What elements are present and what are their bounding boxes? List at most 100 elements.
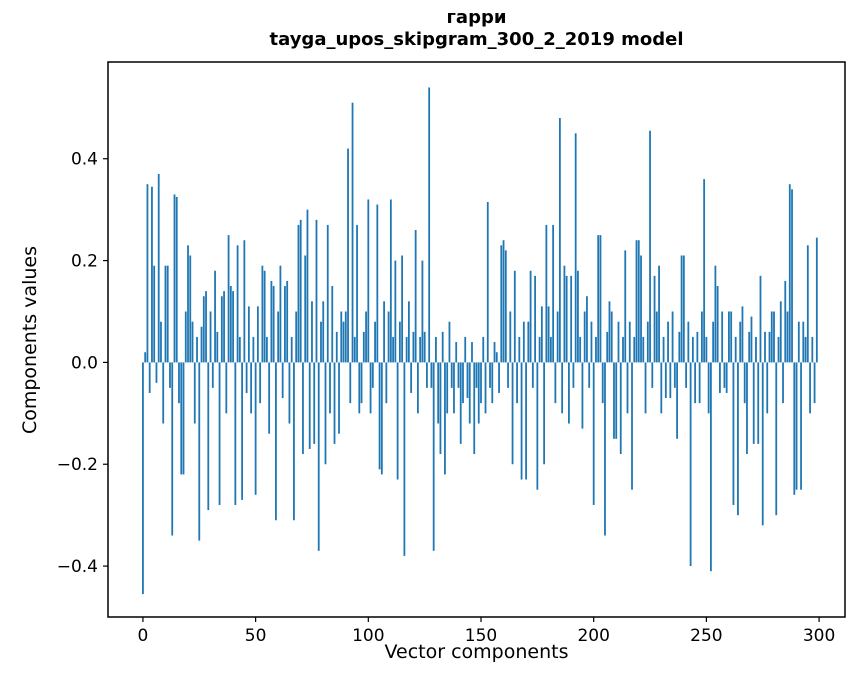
bar	[437, 362, 440, 424]
bar	[157, 174, 160, 363]
bar	[707, 362, 710, 414]
bar	[581, 362, 584, 429]
bar	[667, 321, 669, 363]
bar	[380, 362, 383, 475]
bar	[196, 336, 198, 363]
bar	[398, 321, 401, 363]
bar	[265, 336, 268, 363]
bar	[387, 311, 390, 363]
bar	[755, 336, 757, 363]
bar	[732, 362, 735, 505]
bar	[464, 336, 467, 363]
bar	[784, 280, 787, 363]
bar	[342, 321, 345, 363]
bar	[730, 311, 733, 363]
bar	[428, 87, 431, 363]
bar	[752, 362, 755, 444]
bar	[376, 204, 379, 363]
bar	[304, 255, 307, 363]
bar	[671, 311, 674, 363]
bar	[662, 336, 665, 363]
bar	[166, 265, 169, 363]
bar	[455, 342, 458, 363]
bar	[795, 362, 798, 490]
bar	[360, 362, 363, 404]
bar	[577, 270, 579, 363]
bar	[340, 311, 343, 363]
bar	[184, 311, 187, 363]
bar	[586, 296, 588, 363]
bar	[714, 265, 717, 363]
bar	[238, 336, 241, 363]
bar	[802, 321, 805, 363]
bar	[362, 331, 365, 363]
bar	[275, 362, 277, 521]
bar	[534, 275, 536, 363]
bar	[241, 362, 243, 500]
bar	[200, 326, 203, 363]
bar	[477, 362, 480, 424]
bar	[696, 331, 699, 363]
bar	[207, 362, 210, 511]
bar	[358, 362, 361, 414]
bar	[635, 240, 638, 363]
bar	[504, 250, 507, 363]
bar	[601, 362, 604, 404]
bar	[441, 331, 444, 363]
bar	[444, 362, 446, 475]
bar	[466, 362, 469, 399]
bar	[561, 362, 564, 414]
bar	[809, 362, 811, 414]
bar	[691, 336, 694, 363]
bar	[261, 265, 264, 363]
bar	[700, 311, 703, 363]
bar	[175, 196, 178, 363]
bar	[734, 336, 737, 363]
bar	[633, 336, 636, 363]
bar	[498, 362, 500, 393]
bar	[579, 336, 582, 363]
bar	[471, 342, 473, 363]
bar	[247, 306, 250, 363]
bar	[439, 362, 442, 455]
bar	[160, 321, 162, 363]
bar	[162, 362, 165, 424]
bar	[676, 362, 678, 439]
bar	[770, 311, 773, 363]
bar	[414, 230, 417, 363]
bar	[495, 352, 498, 363]
bar	[658, 265, 660, 363]
bar	[527, 321, 530, 363]
bar	[545, 224, 548, 363]
bar	[489, 362, 491, 388]
bar	[509, 311, 512, 363]
bar	[407, 301, 410, 363]
bar	[482, 336, 485, 363]
bar	[703, 179, 706, 363]
bar	[324, 362, 327, 465]
bar	[259, 362, 262, 404]
bar	[698, 362, 701, 404]
bar	[453, 362, 455, 414]
bar	[198, 362, 201, 541]
bar	[531, 362, 534, 388]
bar	[297, 224, 300, 363]
y-tick-label: 0.4	[71, 150, 98, 170]
bar	[155, 362, 158, 383]
bar	[293, 362, 295, 521]
bar	[572, 362, 575, 388]
bar	[417, 362, 419, 414]
chart-title: гарри	[446, 7, 507, 28]
bar	[385, 362, 388, 404]
bar	[813, 362, 816, 404]
bar	[405, 336, 408, 363]
bar	[232, 291, 234, 363]
bar	[223, 291, 225, 363]
bar	[522, 321, 525, 363]
bar	[549, 336, 552, 363]
bar	[462, 362, 464, 404]
bar	[308, 362, 311, 449]
bar	[371, 362, 374, 388]
bar	[678, 331, 681, 363]
